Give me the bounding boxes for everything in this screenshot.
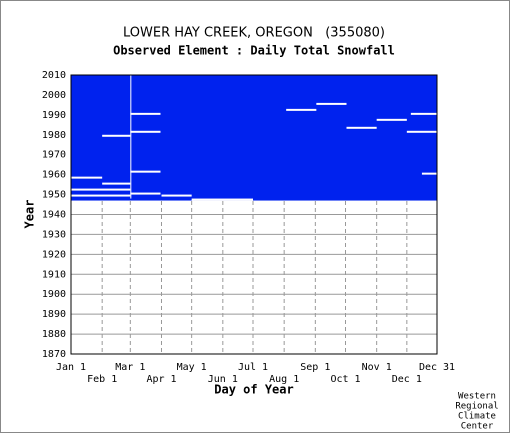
missing-data <box>316 102 347 105</box>
missing-data <box>286 108 317 111</box>
chart-subtitle: Observed Element : Daily Total Snowfall <box>113 44 395 58</box>
missing-data <box>410 112 437 115</box>
x-axis-label: Day of Year <box>214 383 293 397</box>
y-tick-label: 1940 <box>42 210 66 221</box>
missing-data <box>130 75 132 199</box>
missing-data <box>161 194 192 197</box>
credit: Regional <box>455 402 498 412</box>
y-tick-label: 1910 <box>42 269 66 280</box>
y-tick-label: 1880 <box>42 329 66 340</box>
y-tick-label: 1900 <box>42 289 66 300</box>
missing-data <box>71 194 131 197</box>
x-tick-label: Dec 31 <box>419 362 455 373</box>
x-tick-label: Oct 1 <box>330 374 360 385</box>
y-tick-label: 1930 <box>42 229 66 240</box>
x-tick-label: Apr 1 <box>146 374 176 385</box>
missing-data <box>130 192 161 195</box>
x-tick-label: Nov 1 <box>362 362 392 373</box>
chart-title: LOWER HAY CREEK, OREGON (355080) <box>123 26 385 41</box>
x-tick-label: Jan 1 <box>56 362 86 373</box>
x-tick-label: Dec 1 <box>392 374 422 385</box>
y-tick-label: 1970 <box>42 150 66 161</box>
y-tick-label: 1890 <box>42 309 66 320</box>
x-tick-label: Aug 1 <box>269 374 299 385</box>
credit: Center <box>461 422 494 432</box>
y-tick-label: 2000 <box>42 90 66 101</box>
missing-data <box>130 170 161 173</box>
x-tick-label: Sep 1 <box>300 362 330 373</box>
y-tick-label: 1870 <box>42 349 66 360</box>
y-tick-label: 2010 <box>42 70 66 81</box>
x-tick-label: Jun 1 <box>208 374 238 385</box>
y-axis-label: Year <box>23 200 37 229</box>
missing-data <box>346 126 377 129</box>
missing-data <box>102 134 131 137</box>
credit: Climate <box>458 412 496 422</box>
x-tick-label: Jul 1 <box>238 362 268 373</box>
data-coverage <box>71 75 437 201</box>
missing-data <box>376 118 407 121</box>
missing-data <box>130 112 161 115</box>
credit: Western <box>458 392 496 402</box>
missing-data <box>191 198 253 201</box>
missing-data <box>71 176 103 179</box>
y-tick-label: 1950 <box>42 190 66 201</box>
x-tick-label: Mar 1 <box>115 362 145 373</box>
y-tick-label: 1960 <box>42 170 66 181</box>
y-tick-label: 1920 <box>42 249 66 260</box>
x-tick-label: May 1 <box>177 362 207 373</box>
missing-data <box>406 130 437 133</box>
missing-data <box>102 182 131 185</box>
plot-border <box>70 74 438 355</box>
y-tick-label: 1990 <box>42 110 66 121</box>
y-tick-label: 1980 <box>42 130 66 141</box>
x-tick-label: Feb 1 <box>87 374 117 385</box>
missing-data <box>421 172 437 175</box>
missing-data <box>71 188 131 191</box>
missing-data <box>130 130 161 133</box>
